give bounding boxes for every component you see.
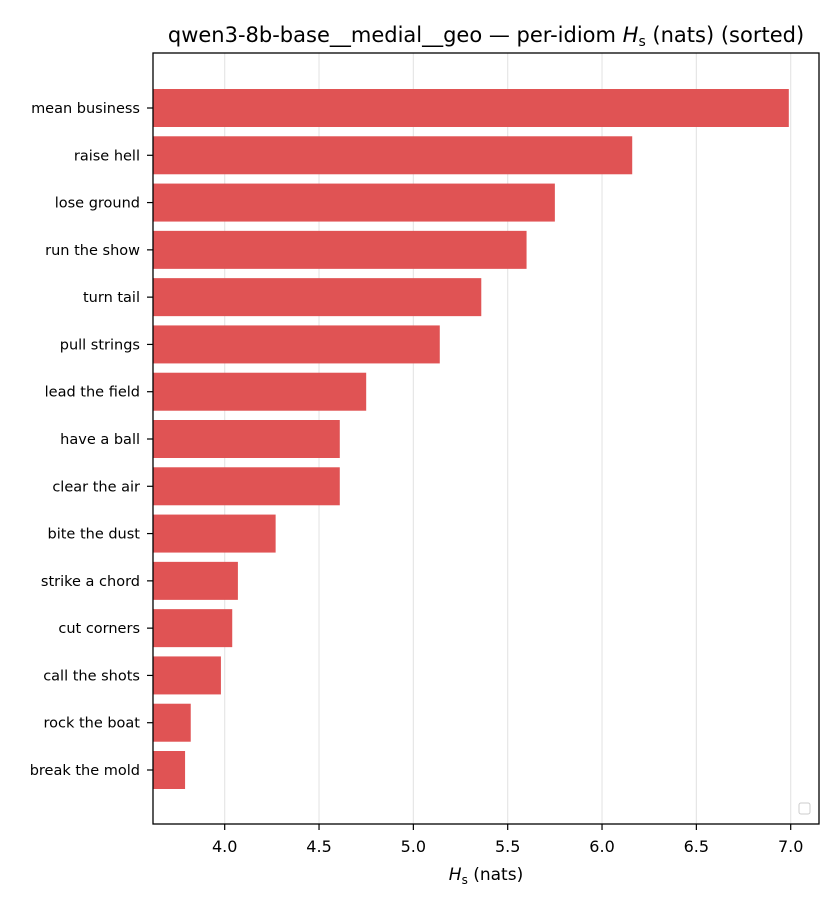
- xlabel-suffix: (nats): [468, 865, 523, 885]
- title-prefix: qwen3-8b-base__medial__geo — per-idiom: [168, 23, 623, 48]
- bar: [153, 514, 276, 553]
- y-tick-label: break the mold: [30, 763, 140, 779]
- x-tick-label: 7.0: [778, 837, 803, 856]
- bars: [153, 89, 789, 789]
- chart-title: qwen3-8b-base__medial__geo — per-idiom H…: [168, 23, 804, 50]
- bar: [153, 89, 789, 127]
- y-tick-label: run the show: [45, 243, 140, 259]
- bar: [153, 656, 221, 695]
- xlabel-symbol: H: [449, 865, 462, 885]
- xlabel-subscript: s: [462, 873, 468, 887]
- title-symbol: H: [623, 23, 639, 47]
- y-tick-label: raise hell: [74, 148, 140, 164]
- y-tick-label: strike a chord: [41, 574, 140, 590]
- bar: [153, 751, 186, 789]
- bar: [153, 230, 527, 269]
- y-tick-label: have a ball: [60, 432, 140, 448]
- title-suffix: (nats) (sorted): [646, 23, 804, 47]
- y-tick-label: bite the dust: [48, 527, 141, 543]
- bar: [153, 420, 340, 458]
- x-tick-label: 5.0: [401, 837, 426, 856]
- bar: [153, 183, 555, 222]
- x-axis-ticks: 4.0 4.5 5.0 5.5 6.0 6.5 7.0: [212, 824, 803, 856]
- y-tick-label: turn tail: [83, 290, 140, 306]
- y-tick-label: cut corners: [58, 621, 140, 637]
- x-tick-label: 4.0: [212, 837, 237, 856]
- y-tick-label: pull strings: [60, 337, 140, 353]
- y-tick-label: rock the boat: [43, 716, 140, 732]
- bar: [153, 703, 191, 742]
- title-subscript: s: [638, 34, 645, 50]
- bar: [153, 609, 233, 648]
- y-tick-label: lose ground: [55, 196, 140, 212]
- legend-box: [798, 802, 811, 815]
- y-axis-ticks: mean business raise hell lose ground run th…: [30, 101, 153, 779]
- x-tick-label: 6.5: [684, 837, 709, 856]
- y-tick-label: clear the air: [52, 479, 140, 495]
- bar: [153, 278, 482, 317]
- bar: [153, 372, 367, 411]
- x-axis-label: Hs (nats): [449, 865, 523, 887]
- x-tick-label: 6.0: [589, 837, 614, 856]
- y-tick-label: mean business: [31, 101, 140, 117]
- bar: [153, 467, 340, 506]
- grid-lines: [224, 53, 792, 824]
- bar: [153, 561, 238, 600]
- bar: [153, 325, 440, 364]
- x-tick-label: 5.5: [495, 837, 520, 856]
- y-tick-label: lead the field: [45, 385, 140, 401]
- bar: [153, 136, 633, 175]
- x-tick-label: 4.5: [306, 837, 331, 856]
- y-tick-label: call the shots: [43, 668, 140, 684]
